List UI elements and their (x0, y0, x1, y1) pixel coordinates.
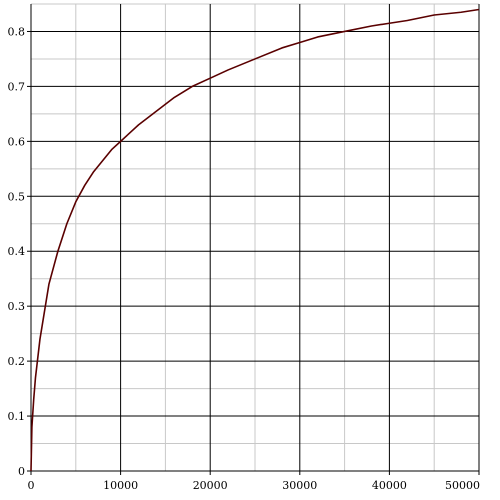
y-tick-label: 0 (18, 465, 25, 478)
series-line (30, 8, 480, 472)
x-tick-label: 30000 (282, 479, 317, 492)
y-tick-label: 0.5 (8, 190, 26, 203)
y-tick-label: 0.4 (8, 245, 26, 258)
x-tick-label: 10000 (103, 479, 138, 492)
y-tick-label: 0.1 (8, 410, 26, 423)
x-tick-label: 40000 (372, 479, 407, 492)
y-tick-label: 0.8 (8, 25, 26, 38)
x-tick-label: 0 (28, 479, 35, 492)
x-tick-label: 50000 (445, 479, 480, 492)
y-tick-label: 0.6 (8, 135, 26, 148)
y-tick-label: 0.3 (8, 300, 26, 313)
x-tick-label: 20000 (193, 479, 228, 492)
y-tick-label: 0.7 (8, 80, 26, 93)
y-tick-label: 0.2 (8, 355, 26, 368)
